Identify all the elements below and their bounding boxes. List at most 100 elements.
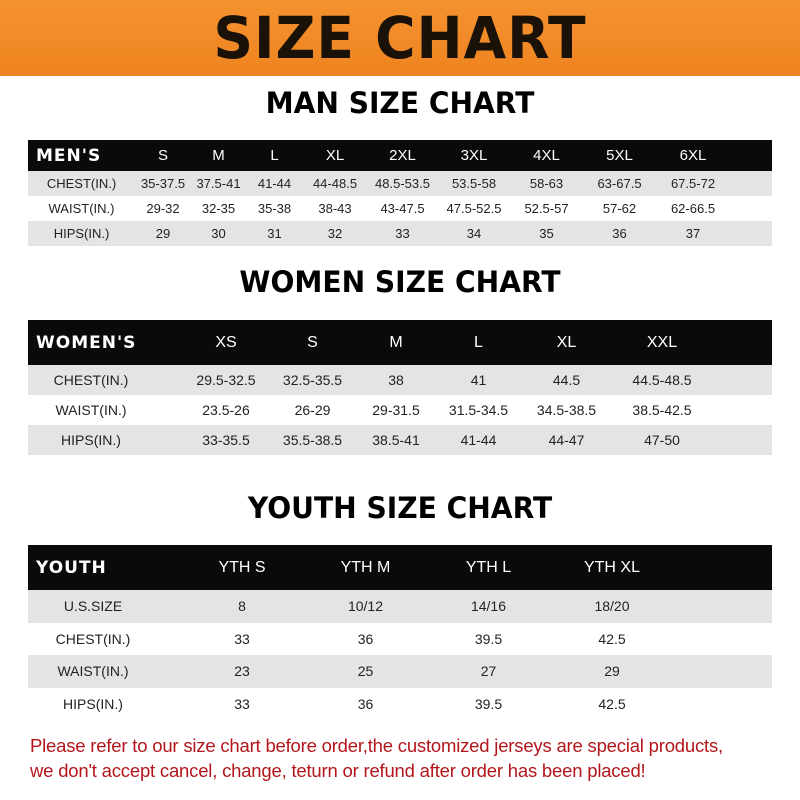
size-column-header: YTH XL [583, 558, 640, 576]
table-cell: 8 [238, 598, 246, 615]
table-cell: 31.5-34.5 [448, 402, 509, 418]
table-cell: 14/16 [470, 598, 507, 615]
row-label: WAIST(IN.) [48, 201, 115, 216]
table-cell: 27 [480, 663, 497, 680]
table-row: CHEST(IN.) 33 36 39.5 42.5 [28, 622, 772, 655]
table-cell: 23 [234, 663, 250, 680]
size-column-header: L [474, 333, 483, 351]
size-column-header: M [212, 147, 225, 164]
row-label: HIPS(IN.) [53, 226, 110, 241]
women-size-table: WOMEN'S XS S M L XL XXL CHEST(IN.) 29.5-32.5 32.5… [28, 320, 772, 455]
table-cell: 35 [539, 226, 554, 241]
row-label: CHEST(IN.) [55, 630, 131, 647]
row-label: WAIST(IN.) [57, 663, 129, 680]
size-column-header: XL [325, 147, 345, 164]
table-cell: 36 [612, 226, 627, 241]
table-cell: 53.5-58 [451, 176, 497, 191]
table-row: HIPS(IN.) 33 36 39.5 42.5 [28, 687, 772, 720]
table-cell: 38.5-41 [372, 432, 420, 448]
table-cell: 26-29 [294, 402, 331, 418]
table-cell: 35-38 [257, 201, 292, 216]
table-cell: 32-35 [201, 201, 236, 216]
table-cell: 25 [357, 663, 374, 680]
table-cell: 39.5 [474, 695, 503, 712]
table-cell: 32.5-35.5 [282, 372, 343, 388]
table-row: HIPS(IN.) 33-35.5 35.5-38.5 38.5-41 41-44 44-… [28, 425, 772, 455]
table-cell: 44.5-48.5 [632, 372, 692, 388]
table-cell: 33-35.5 [202, 432, 250, 448]
size-column-header: YTH M [340, 558, 391, 576]
table-cell: 36 [357, 630, 374, 647]
notice-line-1: Please refer to our size chart before or… [30, 735, 723, 756]
row-label: HIPS(IN.) [63, 695, 123, 712]
row-label: WAIST(IN.) [55, 402, 127, 418]
size-column-header: 6XL [679, 147, 707, 164]
size-column-header: 4XL [533, 147, 560, 164]
table-cell: 41 [470, 372, 487, 388]
table-header-row: WOMEN'S XS S M L XL XXL [28, 320, 772, 365]
table-row: CHEST(IN.) 29.5-32.5 32.5-35.5 38 41 44.5 44.5… [28, 365, 772, 395]
table-header-row: YOUTH YTH S YTH M YTH L YTH XL [28, 545, 772, 590]
row-label: HIPS(IN.) [61, 432, 121, 448]
order-notice: Please refer to our size chart before or… [30, 733, 790, 783]
row-label: CHEST(IN.) [46, 176, 117, 191]
table-cell: 43-47.5 [380, 201, 425, 216]
table-cell: 63-67.5 [597, 176, 642, 191]
table-cell: 38-43 [318, 201, 352, 216]
table-cell: 38.5-42.5 [632, 402, 692, 418]
table-cell: 33 [395, 226, 410, 241]
table-cell: 42.5 [598, 695, 626, 712]
table-cell: 10/12 [347, 598, 384, 615]
table-cell: 44.5 [552, 372, 581, 388]
men-size-table: MEN'S S M L XL 2XL 3XL 4XL 5XL 6XL CHEST(IN.) 35-37… [28, 140, 772, 246]
youth-section-title: YOUTH SIZE CHART [247, 491, 553, 525]
table-cell: 37 [685, 226, 701, 241]
table-cell: 36 [357, 695, 374, 712]
size-column-header: YTH S [218, 558, 266, 576]
size-column-header: XS [215, 333, 237, 351]
table-row: CHEST(IN.) 35-37.5 37.5-41 41-44 44-48.5 48.5… [28, 171, 772, 196]
table-cell: 29 [604, 663, 620, 680]
row-label: U.S.SIZE [63, 598, 123, 615]
table-cell: 37.5-41 [196, 176, 241, 191]
page-title: SIZE CHART [213, 4, 587, 72]
table-cell: 34.5-38.5 [536, 402, 597, 418]
table-cell: 42.5 [598, 630, 626, 647]
table-header-label: WOMEN'S [36, 332, 137, 353]
table-header-row: MEN'S S M L XL 2XL 3XL 4XL 5XL 6XL [28, 140, 772, 171]
table-cell: 34 [466, 226, 482, 241]
size-column-header: 2XL [389, 147, 416, 164]
size-column-header: XXL [646, 333, 678, 351]
table-cell: 35.5-38.5 [282, 432, 343, 448]
table-header-label: YOUTH [36, 557, 107, 578]
table-cell: 41-44 [257, 176, 292, 191]
size-column-header: 3XL [460, 147, 488, 164]
size-column-header: L [270, 147, 279, 164]
table-cell: 47-50 [644, 432, 680, 448]
table-cell: 29 [155, 226, 171, 241]
table-cell: 47.5-52.5 [446, 201, 502, 216]
table-cell: 44-47 [548, 432, 585, 448]
size-column-header: S [307, 333, 318, 351]
table-cell: 52.5-57 [524, 201, 569, 216]
table-cell: 48.5-53.5 [375, 176, 430, 191]
table-cell: 58-63 [529, 176, 564, 191]
table-cell: 62-66.5 [670, 201, 716, 216]
table-cell: 67.5-72 [670, 176, 716, 191]
table-cell: 32 [327, 226, 343, 241]
size-column-header: 5XL [606, 147, 633, 164]
notice-line-2: we don't accept cancel, change, teturn o… [30, 760, 646, 781]
table-cell: 29-31.5 [372, 402, 420, 418]
table-cell: 41-44 [460, 432, 497, 448]
women-section-title: WOMEN SIZE CHART [239, 265, 561, 299]
table-cell: 38 [388, 372, 404, 388]
table-cell: 57-62 [602, 201, 637, 216]
table-row: WAIST(IN.) 29-32 32-35 35-38 38-43 43-47.5 47.… [28, 196, 772, 221]
table-cell: 29.5-32.5 [196, 372, 256, 388]
table-cell: 39.5 [474, 630, 503, 647]
row-label: CHEST(IN.) [53, 372, 129, 388]
table-row: WAIST(IN.) 23.5-26 26-29 29-31.5 31.5-34.5 34… [28, 395, 772, 425]
table-cell: 23.5-26 [202, 402, 250, 418]
table-cell: 33 [234, 630, 250, 647]
size-column-header: XL [556, 333, 577, 351]
